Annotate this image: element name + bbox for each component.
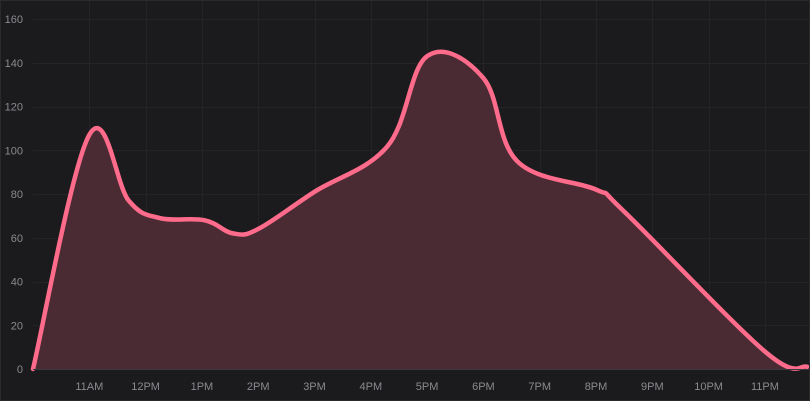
x-tick-label: 3PM: [303, 381, 326, 393]
x-tick-label: 2PM: [247, 381, 270, 393]
y-tick-label: 160: [5, 14, 23, 26]
x-tick-label: 6PM: [472, 381, 495, 393]
y-tick-label: 140: [5, 58, 23, 70]
x-tick-label: 11AM: [75, 381, 103, 393]
y-tick-label: 20: [11, 320, 23, 332]
x-tick-label: 10PM: [694, 381, 723, 393]
x-tick-label: 1PM: [191, 381, 214, 393]
x-tick-label: 8PM: [585, 381, 608, 393]
series-area: [33, 51, 808, 370]
y-tick-label: 40: [11, 277, 23, 289]
y-tick-label: 120: [5, 102, 23, 114]
x-tick-label: 11PM: [751, 381, 779, 393]
axis-layer: 0 20 40 60 80 100 120 140 160 11AM 12PM 1PM 2PM 3PM 4P…: [5, 14, 809, 393]
series-line: [30, 49, 809, 372]
y-tick-label: 80: [11, 189, 23, 201]
series-layer: [30, 49, 809, 372]
x-tick-label: 9PM: [641, 381, 664, 393]
y-tick-label: 100: [5, 145, 23, 157]
x-tick-label: 12PM: [131, 381, 160, 393]
y-tick-label: 60: [11, 233, 23, 245]
x-tick-label: 5PM: [416, 381, 439, 393]
x-tick-label: 7PM: [528, 381, 551, 393]
x-tick-label: 4PM: [359, 381, 382, 393]
y-tick-label: 0: [17, 364, 23, 376]
